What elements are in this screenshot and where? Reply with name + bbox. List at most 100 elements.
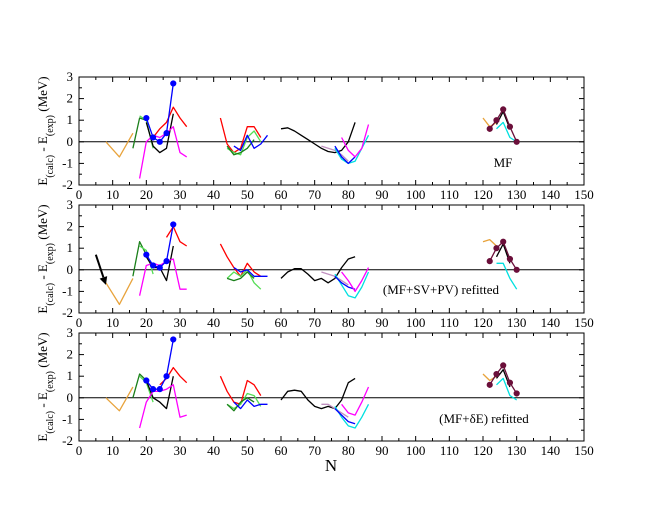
data-point (506, 123, 514, 130)
data-point (493, 370, 500, 378)
series-line (321, 403, 349, 418)
x-tick-label: 10 (106, 187, 119, 202)
series-line (341, 386, 370, 416)
data-point (163, 258, 170, 265)
series-line (226, 392, 262, 410)
x-tick-label: 0 (76, 443, 83, 458)
series-line (334, 408, 356, 425)
series-line (145, 339, 174, 390)
series-line (233, 267, 268, 277)
data-point (506, 379, 514, 386)
series-line (138, 126, 188, 179)
x-tick-label: 10 (106, 315, 119, 330)
y-tick-label: -2 (62, 433, 73, 448)
panel-annotation: (MF+SV+PV) refitted (383, 282, 500, 297)
series-line (145, 376, 174, 410)
y-tick-label: 3 (67, 69, 74, 84)
x-tick-label: 50 (241, 315, 254, 330)
x-tick-label: 70 (308, 443, 321, 458)
y-tick-label: 1 (67, 240, 74, 255)
series-line (219, 117, 262, 154)
x-tick-label: 0 (76, 315, 83, 330)
x-tick-label: 100 (406, 187, 426, 202)
y-tick-label: -2 (62, 177, 73, 192)
series-line (489, 241, 518, 271)
data-point (500, 238, 507, 245)
data-point (149, 262, 157, 269)
series-line (145, 245, 174, 282)
x-tick-label: 60 (275, 187, 288, 202)
annotation-arrowhead (99, 276, 108, 285)
series-line (226, 139, 255, 156)
y-tick-label: 0 (67, 390, 74, 405)
data-point (513, 138, 520, 145)
x-tick-label: 140 (541, 187, 561, 202)
series-line (219, 375, 262, 405)
y-tick-label: 0 (67, 134, 74, 149)
x-tick-label: 30 (174, 315, 187, 330)
data-point (486, 258, 493, 265)
data-point (513, 390, 520, 397)
data-point (143, 377, 150, 384)
x-tick-label: 60 (275, 443, 288, 458)
x-tick-label: 130 (507, 315, 527, 330)
x-tick-label: 150 (574, 315, 594, 330)
series-line (341, 267, 370, 293)
x-tick-label: 100 (406, 443, 426, 458)
series-line (165, 225, 188, 247)
x-tick-label: 60 (275, 315, 288, 330)
x-tick-label: 50 (241, 443, 254, 458)
panel-annotation: MF (494, 155, 513, 170)
data-point (513, 266, 520, 273)
series-line (226, 271, 255, 282)
series-line (132, 241, 147, 277)
series-line (132, 373, 147, 398)
data-point (170, 336, 177, 343)
y-tick-label: 3 (67, 197, 74, 212)
x-tick-label: 90 (376, 443, 389, 458)
x-tick-label: 50 (241, 187, 254, 202)
series-line (280, 122, 356, 154)
data-point (493, 245, 500, 252)
series-line (482, 238, 497, 247)
data-point (500, 362, 507, 369)
x-tick-label: 80 (342, 315, 355, 330)
x-tick-label: 10 (106, 443, 119, 458)
series-line (152, 106, 188, 138)
x-tick-label: 150 (574, 443, 594, 458)
data-point (156, 264, 163, 271)
series-line (321, 145, 349, 162)
x-tick-label: 70 (308, 187, 321, 202)
data-point (143, 114, 150, 122)
series-line (226, 397, 255, 412)
x-tick-label: 120 (473, 187, 493, 202)
x-tick-label: 0 (76, 187, 83, 202)
data-point (156, 138, 163, 145)
data-point (493, 117, 500, 124)
data-point (486, 125, 493, 132)
series-line (233, 134, 269, 152)
data-point (500, 106, 507, 113)
data-point (149, 134, 157, 141)
x-tick-label: 30 (174, 443, 187, 458)
series-line (496, 262, 518, 290)
x-tick-label: 80 (342, 443, 355, 458)
y-tick-label: -1 (62, 411, 73, 426)
data-point (170, 221, 177, 228)
y-tick-label: 2 (67, 91, 74, 106)
y-tick-label: -2 (62, 305, 73, 320)
series-line (226, 269, 262, 290)
y-tick-label: -1 (62, 155, 73, 170)
data-point (170, 80, 177, 87)
series-line (105, 278, 134, 306)
x-tick-label: 30 (174, 187, 187, 202)
series-line (226, 130, 262, 156)
data-point (506, 255, 514, 263)
y-tick-label: 2 (67, 219, 74, 234)
y-tick-label: 0 (67, 262, 74, 277)
x-tick-label: 140 (541, 443, 561, 458)
y-tick-label: 2 (67, 347, 74, 362)
